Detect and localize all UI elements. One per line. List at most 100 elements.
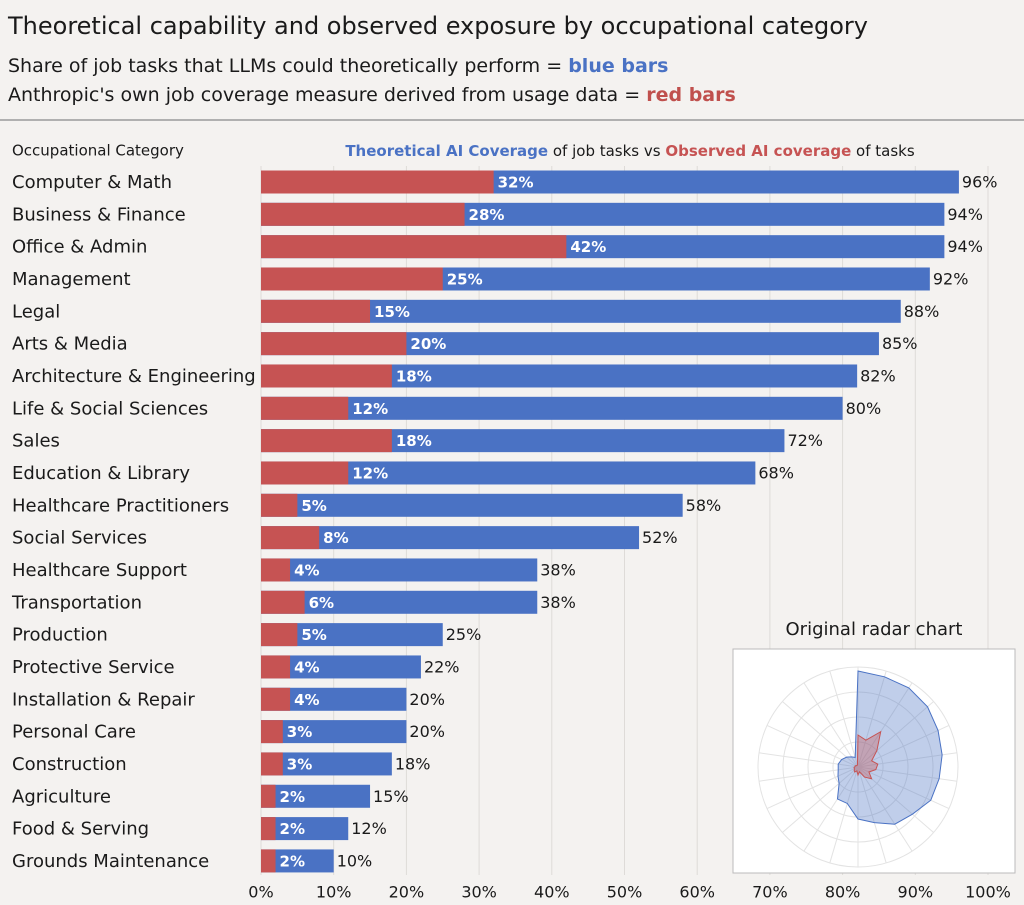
subtitle-highlight: red bars [646,84,736,106]
value-label: 58% [686,496,722,515]
value-label: 18% [396,432,432,450]
value-label: 42% [570,238,606,256]
bar [261,590,538,614]
bar [261,752,392,776]
category-label: Life & Social Sciences [12,398,208,419]
bar [261,364,858,388]
subtitle-text: Share of job tasks that LLMs could theor… [8,55,562,77]
category-label: Healthcare Support [12,560,187,581]
value-label: 38% [540,560,576,579]
category-label: Arts & Media [12,334,128,355]
category-label: Protective Service [12,657,175,678]
bar [261,429,392,453]
bar [261,817,349,841]
radar-area [853,730,882,780]
value-label: 68% [758,463,794,482]
value-label: 12% [351,819,387,838]
bar [261,590,305,614]
bar [261,299,371,323]
subtitle: Share of job tasks that LLMs could theor… [8,55,668,77]
bar [261,849,334,873]
chart-title: Theoretical capability and observed expo… [7,12,868,40]
radar-spoke [766,725,859,768]
value-label: 28% [469,206,505,224]
bar [261,784,276,808]
category-label: Office & Admin [12,237,147,258]
bar [261,655,291,679]
radar-spoke [782,766,859,833]
bar [261,235,567,259]
category-label: Installation & Repair [12,689,195,710]
bar [261,655,421,679]
bar [261,849,276,873]
value-label: 52% [642,528,678,547]
radar-area [836,670,943,825]
radar-spoke [829,670,859,768]
category-label: Management [12,269,131,290]
category-label: Computer & Math [12,172,172,193]
category-label: Transportation [11,592,142,613]
radar-spoke [766,766,859,809]
value-label: 2% [280,788,305,806]
value-label: 2% [280,852,305,870]
category-label: Food & Serving [12,819,149,840]
value-label: 82% [860,366,896,385]
value-label: 94% [947,237,983,256]
category-label: Business & Finance [12,204,186,225]
category-label: Education & Library [12,463,190,484]
value-label: 25% [446,625,482,644]
value-label: 15% [373,787,409,806]
bar [261,493,298,517]
x-tick-label: 100% [965,883,1011,902]
bar [261,493,683,517]
category-label: Healthcare Practitioners [12,495,229,516]
inset-frame [732,648,1016,874]
x-tick-label: 90% [898,883,934,902]
value-label: 15% [374,303,410,321]
radar-spoke [857,766,913,852]
value-label: 94% [947,205,983,224]
radar-spoke [758,752,859,768]
value-label: 3% [287,723,312,741]
radar-spoke [857,701,934,768]
radar-spoke [857,766,887,864]
value-label: 4% [294,691,319,709]
bar [261,558,538,582]
bar [261,332,879,356]
category-label: Production [12,625,108,646]
value-label: 3% [287,755,312,773]
subtitle: Anthropic's own job coverage measure der… [8,84,736,106]
bar [261,526,640,550]
value-label: 96% [962,173,998,192]
bar [261,623,443,647]
bar [261,332,407,356]
x-tick-label: 10% [316,883,352,902]
subtitle-highlight: blue bars [568,55,668,77]
bar [261,267,443,291]
radar-spoke [829,766,859,864]
radar-spoke [857,766,934,833]
category-label: Sales [12,431,60,452]
bar [261,396,843,420]
value-label: 25% [447,270,483,288]
bar [261,170,494,194]
bar [261,299,901,323]
radar-spoke [857,766,958,782]
category-label: Construction [12,754,127,775]
bar [261,817,276,841]
value-label: 22% [424,657,460,676]
radar-spoke [857,725,950,768]
value-label: 5% [301,626,326,644]
x-tick-label: 40% [534,883,570,902]
value-label: 12% [352,400,388,418]
value-label: 18% [395,754,431,773]
bar [261,687,407,711]
category-label: Grounds Maintenance [12,851,209,872]
radar-spoke [857,766,950,809]
x-tick-label: 0% [248,883,273,902]
header: Theoretical AI Coverage of job tasks vs … [345,142,915,160]
radar-spoke [758,766,859,782]
radar-spoke [803,682,859,768]
bar [261,720,283,744]
x-tick-label: 60% [679,883,715,902]
